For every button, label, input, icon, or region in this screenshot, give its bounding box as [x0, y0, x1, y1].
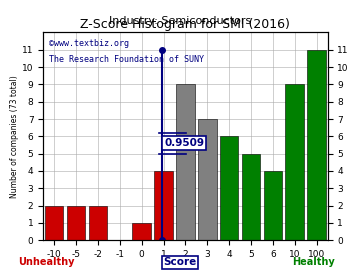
Bar [307, 50, 326, 240]
Bar [89, 206, 107, 240]
Bar [242, 154, 260, 240]
Title: Z-Score Histogram for SMI (2016): Z-Score Histogram for SMI (2016) [81, 18, 290, 31]
Text: Score: Score [163, 257, 197, 267]
Bar [154, 171, 173, 240]
Bar [67, 206, 85, 240]
Bar [264, 171, 282, 240]
Bar [176, 85, 195, 240]
Bar [45, 206, 63, 240]
Bar [220, 136, 238, 240]
Text: 0.9509: 0.9509 [164, 138, 204, 148]
Bar [198, 119, 217, 240]
Bar [285, 85, 304, 240]
Text: The Research Foundation of SUNY: The Research Foundation of SUNY [49, 55, 204, 64]
Text: Unhealthy: Unhealthy [19, 257, 75, 267]
Y-axis label: Number of companies (73 total): Number of companies (73 total) [10, 75, 19, 198]
Text: Industry: Semiconductors: Industry: Semiconductors [109, 16, 251, 26]
Text: ©www.textbiz.org: ©www.textbiz.org [49, 39, 129, 48]
Bar [132, 223, 151, 240]
Text: Healthy: Healthy [292, 257, 334, 267]
